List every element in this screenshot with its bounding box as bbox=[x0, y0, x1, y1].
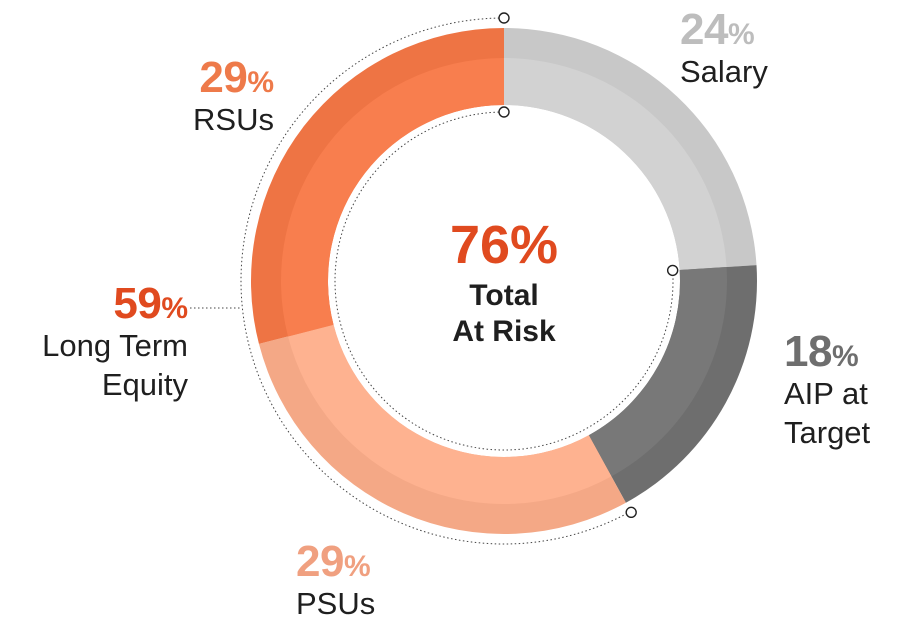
psus-pct-symbol: % bbox=[343, 550, 371, 583]
lte-name-line2: Equity bbox=[101, 367, 188, 402]
center-line2: At Risk bbox=[452, 315, 556, 348]
aip-pct-symbol: % bbox=[831, 340, 859, 373]
center-pct-symbol: % bbox=[510, 215, 559, 275]
psus-pct-value: 29 bbox=[296, 537, 344, 586]
slice-inner-band-psus bbox=[288, 324, 612, 504]
rsus-name: RSUs bbox=[193, 102, 274, 137]
rsus-pct-value: 29 bbox=[199, 53, 248, 102]
slice-inner-band-salary bbox=[504, 58, 727, 270]
lte-pct-symbol: % bbox=[161, 292, 188, 325]
salary-name: Salary bbox=[680, 54, 768, 89]
center-label: 76% Total At Risk bbox=[404, 218, 604, 350]
salary-pct-symbol: % bbox=[727, 18, 755, 51]
aip-pct-value: 18 bbox=[784, 327, 832, 376]
lte-pct-value: 59 bbox=[113, 279, 162, 328]
aip-name-line1: AIP at bbox=[784, 376, 868, 411]
slice-inner-band-rsus bbox=[281, 58, 504, 337]
slice-inner-band-aip-at bbox=[588, 266, 727, 477]
aip-label: 18% AIP at Target bbox=[784, 330, 870, 452]
inner-guide-end-marker bbox=[498, 106, 510, 118]
donut-slices bbox=[250, 28, 757, 535]
rsus-pct-symbol: % bbox=[247, 66, 274, 99]
lte-name-line1: Long Term bbox=[42, 328, 188, 363]
psus-label: 29% PSUs bbox=[296, 540, 375, 623]
aip-name-line2: Target bbox=[784, 415, 871, 450]
center-line1: Total bbox=[469, 279, 539, 312]
center-pct-value: 76 bbox=[449, 215, 511, 275]
psus-name: PSUs bbox=[296, 586, 376, 621]
rsus-label: 29% RSUs bbox=[150, 56, 274, 139]
outer-guide-end-marker bbox=[498, 12, 510, 24]
salary-label: 24% Salary bbox=[680, 8, 768, 91]
salary-pct-value: 24 bbox=[680, 5, 728, 54]
leader-lines bbox=[190, 12, 679, 545]
long-term-equity-label: 59% Long Term Equity bbox=[0, 282, 188, 404]
outer-guide-start-marker bbox=[625, 506, 637, 519]
inner-guide-start-marker bbox=[666, 264, 679, 277]
